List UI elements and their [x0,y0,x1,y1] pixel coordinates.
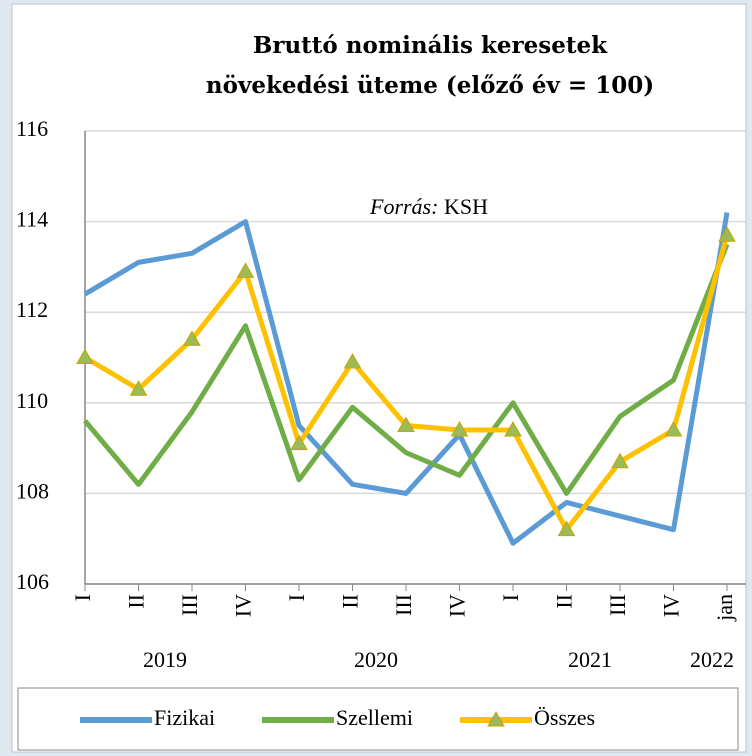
x-tick-label: IV [231,594,256,617]
x-tick-label: III [177,594,202,616]
chart-title: növekedési üteme (előző év = 100) [206,72,654,99]
marker [718,226,736,242]
x-tick-label: IV [445,594,470,617]
marker [76,348,94,364]
y-tick-label: 106 [16,569,49,594]
annotation-text: KSH [444,194,488,219]
marker [290,434,308,451]
annotation: Forrás: KSH [369,194,488,219]
legend-label: Fizikai [154,705,215,730]
marker [236,262,255,278]
x-tick-label: I [70,594,95,601]
x-tick-label: III [391,594,416,616]
marker [129,380,148,396]
year-label: 2019 [143,647,187,672]
y-tick-label: 116 [16,116,48,141]
x-tick-label: IV [659,594,684,617]
x-tick-label: II [552,594,577,609]
marker [664,420,683,437]
marker [343,353,362,369]
legend-marker [487,710,505,727]
y-tick-label: 110 [16,388,48,413]
y-tick-label: 108 [16,478,49,503]
legend-label: Összes [534,705,595,730]
x-tick-label: jan [712,594,737,622]
x-tick-label: I [284,594,309,601]
marker [183,330,201,346]
marker [450,420,469,437]
x-tick-label: II [338,594,363,609]
y-tick-label: 114 [16,207,48,232]
marker [557,520,576,537]
legend-label: Szellemi [336,705,413,730]
annotation-label: Forrás: [369,194,438,219]
series-line [83,212,730,546]
chart-title: Bruttó nominális keresetek [253,32,608,59]
series-line [83,243,730,496]
marker [397,416,415,432]
x-tick-label: III [605,594,630,616]
chart-frame [11,3,747,753]
marker [611,452,629,469]
marker [504,420,522,437]
year-label: 2021 [568,647,612,672]
x-tick-label: I [498,594,523,601]
year-label: 2022 [690,647,734,672]
x-tick-label: II [124,594,149,609]
y-tick-label: 112 [16,297,48,322]
year-label: 2020 [354,647,398,672]
